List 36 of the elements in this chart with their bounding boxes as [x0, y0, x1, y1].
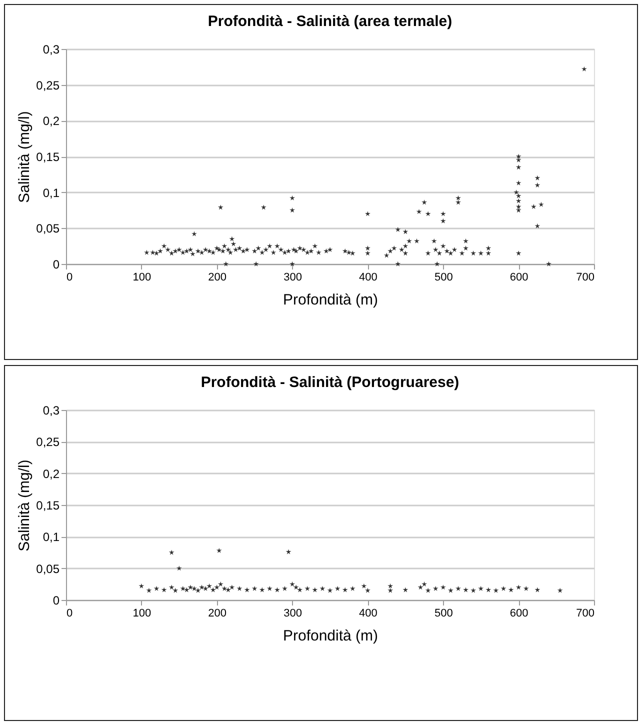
x-tick-label: 600 [510, 272, 528, 284]
x-axis-title: Profondità (m) [282, 628, 378, 644]
y-tick-label: 0,2 [42, 114, 60, 128]
x-tick-label: 500 [434, 608, 453, 620]
x-tick-label: 100 [132, 608, 152, 620]
y-axis-title: Salinità (mg/l) [16, 460, 34, 552]
y-tick-label: 0,05 [36, 562, 60, 576]
y-tick-label: 0,1 [42, 186, 60, 200]
y-tick-label: 0,15 [36, 498, 60, 512]
chart-title: Profondità - Salinità (Portogruarese) [200, 374, 460, 391]
x-tick-label: 300 [284, 608, 302, 620]
y-tick-label: 0,1 [42, 530, 60, 544]
x-tick-label: 700 [576, 608, 594, 620]
x-tick-label: 400 [359, 272, 378, 284]
x-tick-label: 300 [284, 272, 302, 284]
y-tick-label: 0 [52, 258, 60, 272]
x-tick-label: 0 [66, 608, 73, 620]
y-tick-label: 0,3 [42, 404, 60, 418]
x-tick-label: 100 [132, 272, 152, 284]
x-tick-label: 200 [208, 272, 227, 284]
x-tick-label: 400 [359, 608, 378, 620]
y-tick-label: 0,05 [36, 222, 60, 236]
y-axis-title: Salinità (mg/l) [16, 111, 34, 203]
y-tick-label: 0,25 [36, 78, 60, 92]
x-tick-label: 0 [66, 272, 73, 284]
chart-title: Profondità - Salinità (area termale) [208, 13, 452, 30]
y-tick-label: 0,2 [42, 466, 60, 481]
x-axis-title: Profondità (m) [282, 292, 378, 308]
x-tick-label: 500 [434, 272, 453, 284]
y-tick-label: 0,15 [36, 150, 60, 164]
x-tick-label: 600 [510, 608, 528, 620]
y-tick-label: 0 [52, 594, 60, 608]
x-tick-label: 700 [576, 272, 594, 284]
x-tick-label: 200 [208, 608, 227, 620]
y-tick-label: 0,25 [36, 435, 60, 450]
y-tick-label: 0,3 [42, 42, 60, 56]
